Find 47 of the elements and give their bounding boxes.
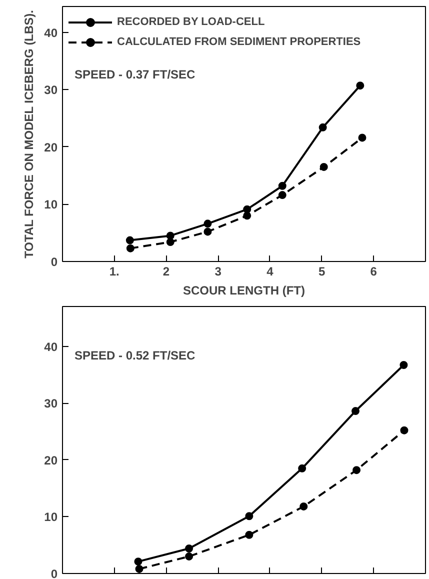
x-tick-label: 1. [109,264,120,278]
x-tick-label: 5 [318,264,326,278]
point [243,212,252,220]
point [204,220,212,228]
y-axis-title: TOTAL FORCE ON MODEL ICEBERG (LBS). [22,10,36,258]
y-tick-label: 30 [44,83,58,98]
point [245,512,254,520]
x-tick-label: 3 [214,264,222,278]
x-tick-label: 4 [266,264,274,278]
x-tick-label: 2 [162,264,170,278]
point [300,502,308,510]
y-tick-label: 0 [50,567,58,579]
y-tick-label: 30 [44,396,58,411]
point [400,426,408,434]
legend-label: CALCULATED FROM SEDIMENT PROPERTIES [117,36,361,48]
point [134,558,142,566]
point [185,544,194,552]
point [278,182,286,190]
point [185,552,194,560]
point [126,244,134,252]
legend-label: RECORDED BY LOAD-CELL [117,16,265,28]
point [298,464,306,472]
y-tick-label: 20 [44,453,58,468]
point [245,530,254,539]
x-axis-title: SCOUR LENGTH (FT) [183,284,306,298]
point [400,361,408,370]
point [356,82,364,90]
point [358,134,366,142]
y-tick-label: 20 [44,140,58,154]
point [318,123,327,132]
annotation: SPEED - 0.37 FT/SEC [74,68,196,82]
y-tick-label: 40 [44,26,58,40]
point [351,407,360,416]
annotation: SPEED - 0.52 FT/SEC [74,348,196,362]
point [320,162,328,171]
point [352,466,361,474]
y-tick-label: 40 [44,340,58,354]
point [204,228,212,236]
point [166,238,174,246]
point [135,564,144,573]
y-tick-label: 10 [44,198,58,212]
y-tick-label: 0 [50,255,58,269]
point [126,236,134,244]
x-tick-label: 6 [370,264,378,278]
point [278,191,286,200]
point [243,205,252,214]
y-tick-label: 10 [44,510,58,524]
